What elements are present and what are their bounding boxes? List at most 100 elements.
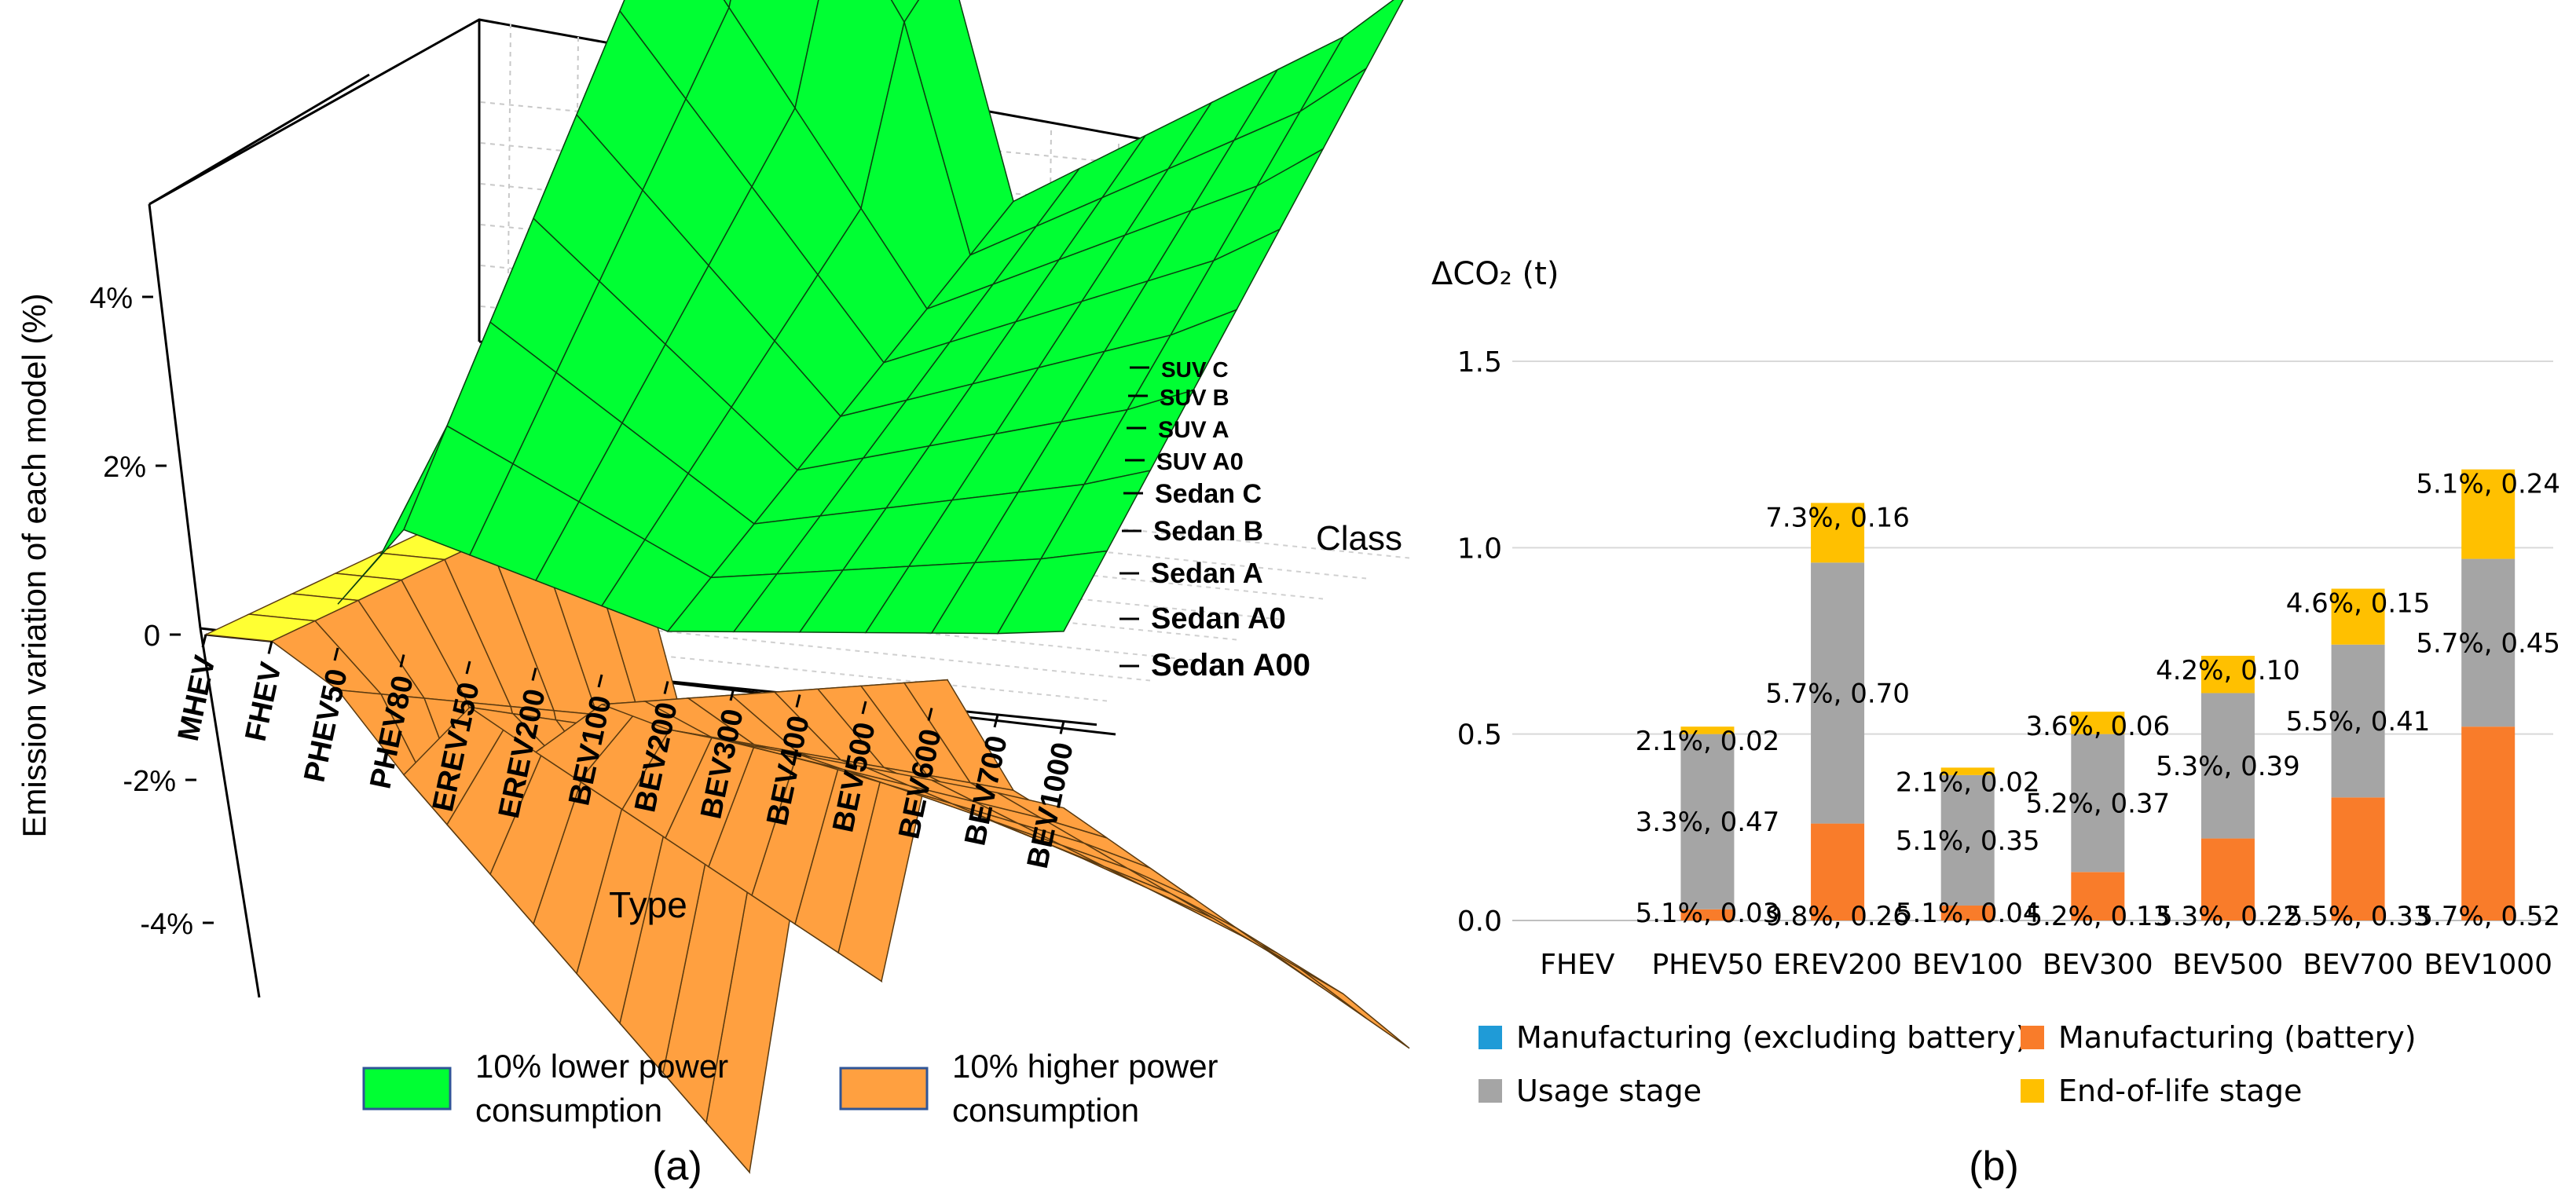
data-label: 3.6%, 0.06 [2025,711,2170,742]
bar-segment-mfg-batt [2331,797,2385,920]
legend-item-lower: 10% lower power consumption [362,1048,728,1129]
y-tick-label: 0.0 [1457,906,1502,938]
type-tick [267,641,273,654]
axis-title-type: Type [609,884,687,925]
data-label: 5.1%, 0.24 [2416,469,2560,500]
bar-segment-mfg-batt [1940,906,1995,920]
type-label: PHEV50 [298,666,354,785]
bars [1680,469,2516,920]
data-label: 9.8%, 0.26 [1765,901,1910,932]
legend-panel-a: 10% lower power consumption 10% higher p… [362,1048,1218,1129]
bar-segment-eol [1940,767,1995,775]
type-tick [663,681,669,694]
category-label: BEV1000 [2424,949,2552,981]
bar-segment-usage [2200,693,2255,839]
vertical-axis-ticks: 4% 2% 0 -2% -4% [90,282,214,941]
data-label: 5.3%, 0.22 [2156,901,2300,932]
legend-swatch-higher [839,1067,929,1111]
bar-segment-usage [2461,558,2516,727]
data-label: 5.3%, 0.39 [2156,751,2300,782]
panel-a-3d-surface: 4%2%0-2%-4% MHEV FHEV PHEV50 PHEV80 EREV150 E… [16,0,1410,1189]
data-label: 5.1%, 0.03 [1636,898,1780,929]
surface-cell-higher [1170,892,1281,959]
category-label: EREV200 [1773,949,1902,981]
legend-higher-line1: 10% higher power [952,1048,1218,1085]
class-label: SUV C [1161,357,1229,382]
data-label: 5.7%, 0.45 [2416,628,2560,659]
category-label: BEV700 [2303,949,2413,981]
surface-higher-power [203,470,1410,1174]
legend-swatch-eol [2021,1079,2044,1103]
type-tick [597,674,603,688]
surface-cell-higher [1147,887,1258,945]
bar-segment-usage [2071,734,2125,873]
bar-categories: FHEV PHEV50 EREV200 BEV100 BEV300 BEV500 BEV70… [1540,949,2552,981]
data-label: 5.7%, 0.70 [1765,678,1910,709]
class-label: SUV A0 [1156,448,1244,475]
bar-segment-eol [2200,655,2255,693]
surface-cell-higher [997,792,1108,839]
y-tick-label: 1.0 [1457,532,1502,565]
class-label: Sedan A00 [1151,648,1310,683]
class-label: Sedan A0 [1151,602,1286,635]
legend-lower-line1: 10% lower power [475,1048,728,1085]
type-tick [795,694,801,708]
legend-lower-line2: consumption [475,1092,662,1129]
category-label: BEV500 [2173,949,2284,981]
data-label: 2.1%, 0.02 [1896,767,2040,798]
tick-label: -4% [140,908,193,941]
class-label: Sedan A [1151,557,1263,589]
panel-label-b: (b) [1969,1144,2019,1189]
bar-segment-usage [1940,774,1995,906]
data-label: 4.6%, 0.15 [2286,588,2431,620]
legend-swatch-usage [1479,1079,1502,1103]
data-label: 5.2%, 0.37 [2025,788,2170,819]
data-label: 4.2%, 0.10 [2156,655,2300,686]
bar-data-labels: 5.1%, 0.03 3.3%, 0.47 2.1%, 0.02 9.8%, 0.26… [1636,469,2560,932]
axis-title-class: Class [1316,519,1402,558]
type-tick [861,701,867,715]
bar-segment-eol [1811,503,1865,563]
tick-label: 2% [103,451,146,484]
surface-cell-higher [1127,867,1237,929]
bar-segment-eol [2071,712,2125,734]
class-axis-labels: Sedan A00 Sedan A0 Sedan A Sedan B Sedan C SU… [1119,357,1310,683]
legend-swatch-mfg-excl [1479,1026,1502,1049]
category-label: FHEV [1540,949,1615,981]
axis-title-vertical: Emission variation of each model (%) [16,293,53,837]
bar-segment-eol [2331,588,2385,645]
data-label: 5.1%, 0.35 [1896,825,2040,857]
legend-higher-line2: consumption [952,1092,1139,1129]
tick-label: 4% [90,282,133,315]
class-label: SUV A [1158,417,1229,443]
bar-segment-mfg-batt [2200,838,2255,920]
tick-label: -2% [123,765,176,798]
type-tick [993,714,999,728]
data-label: 7.3%, 0.16 [1765,502,1910,533]
category-label: BEV100 [1912,949,2023,981]
legend-item-higher: 10% higher power consumption [839,1048,1218,1129]
type-tick [531,668,537,681]
surface-lower-power [337,0,1404,635]
panel-b-stacked-bar: ΔCO₂ (t) 0.0 0.5 1.0 1.5 5.1%, 0.03 3.3%, 0.… [1431,256,2560,1189]
surface-cell-lower [996,550,1108,635]
legend-swatch-lower [362,1067,452,1111]
bar-segment-eol [2461,469,2516,559]
legend-mfg-batt: Manufacturing (battery) [2058,1020,2417,1055]
type-label: FHEV [240,659,288,745]
data-label: 5.5%, 0.41 [2286,706,2431,737]
axis-title-dco2: ΔCO₂ (t) [1431,256,1559,292]
type-tick [333,647,339,661]
legend-mfg-excl: Manufacturing (excluding battery) [1516,1020,2028,1055]
type-tick [465,661,471,675]
bar-segment-mfg-batt [2071,872,2125,920]
type-tick [201,634,207,648]
y-tick-label: 0.5 [1457,719,1502,752]
type-label: MHEV [172,653,222,745]
bar-segment-mfg-batt [1811,823,1865,920]
data-label: 5.5%, 0.33 [2286,901,2431,932]
bar-segment-mfg-batt [2461,726,2516,920]
bar-y-ticks: 0.0 0.5 1.0 1.5 [1457,346,1502,938]
bar-segment-eol [1680,726,1735,734]
